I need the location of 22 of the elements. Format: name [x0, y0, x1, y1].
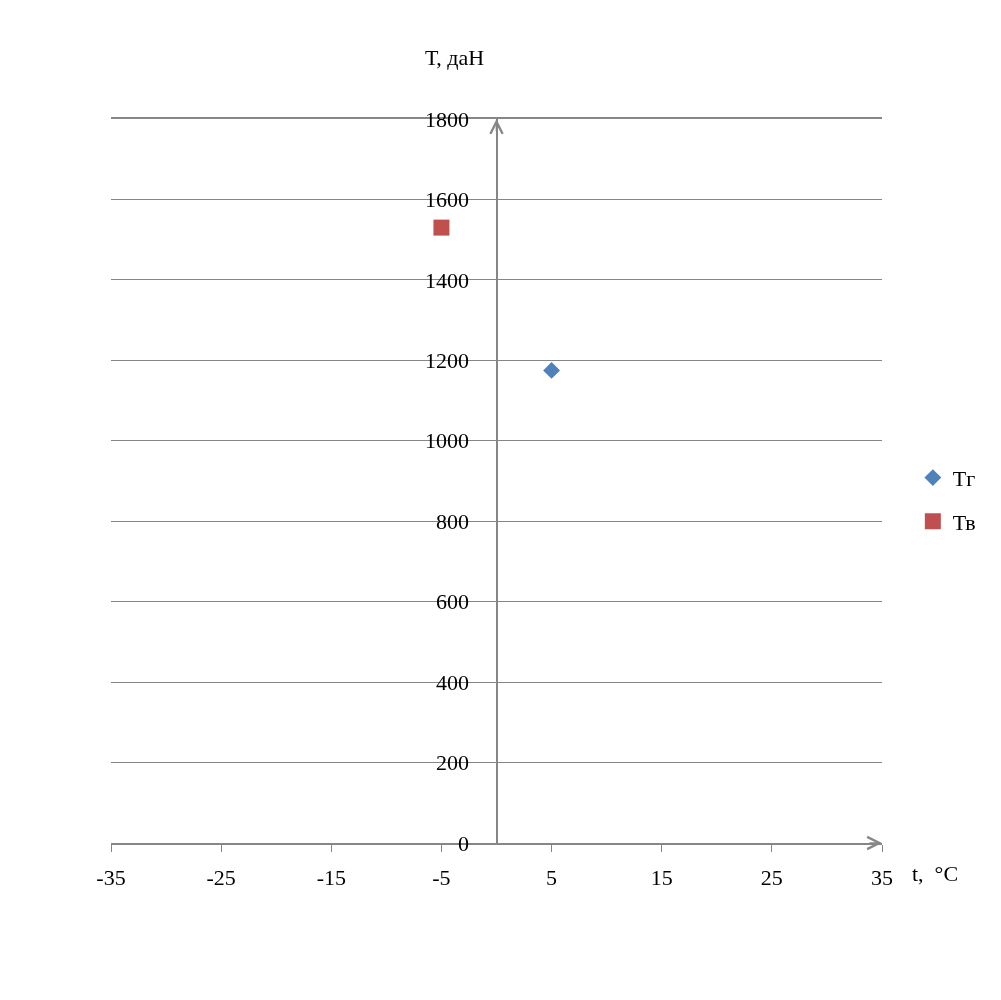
y-axis-title: Т, даН [425, 45, 485, 70]
y-tick-label: 200 [436, 750, 470, 776]
y-tick-label: 0 [458, 830, 470, 856]
x-tick-label: -35 [96, 865, 126, 891]
y-tick-label: 800 [436, 508, 470, 534]
x-tick-label: 25 [760, 865, 783, 891]
y-tick-label: 1000 [425, 428, 470, 454]
y-tick-label: 600 [436, 589, 470, 615]
y-tick-label: 1200 [425, 348, 470, 374]
x-tick-label: 15 [650, 865, 673, 891]
y-tick-label: 1600 [425, 187, 470, 213]
legend-label: Тв [952, 509, 976, 535]
legend-label: Тг [952, 466, 976, 492]
x-axis-title: t, °C [912, 861, 959, 886]
x-tick-label: 35 [871, 865, 893, 891]
y-tick-label: 400 [436, 669, 470, 695]
y-tick-label: 1400 [425, 267, 470, 293]
x-tick-label: -5 [432, 865, 451, 891]
x-tick-label: 5 [546, 865, 558, 891]
x-tick-label: -15 [316, 865, 346, 891]
y-tick-label: 1800 [425, 106, 470, 132]
x-tick-label: -25 [206, 865, 236, 891]
